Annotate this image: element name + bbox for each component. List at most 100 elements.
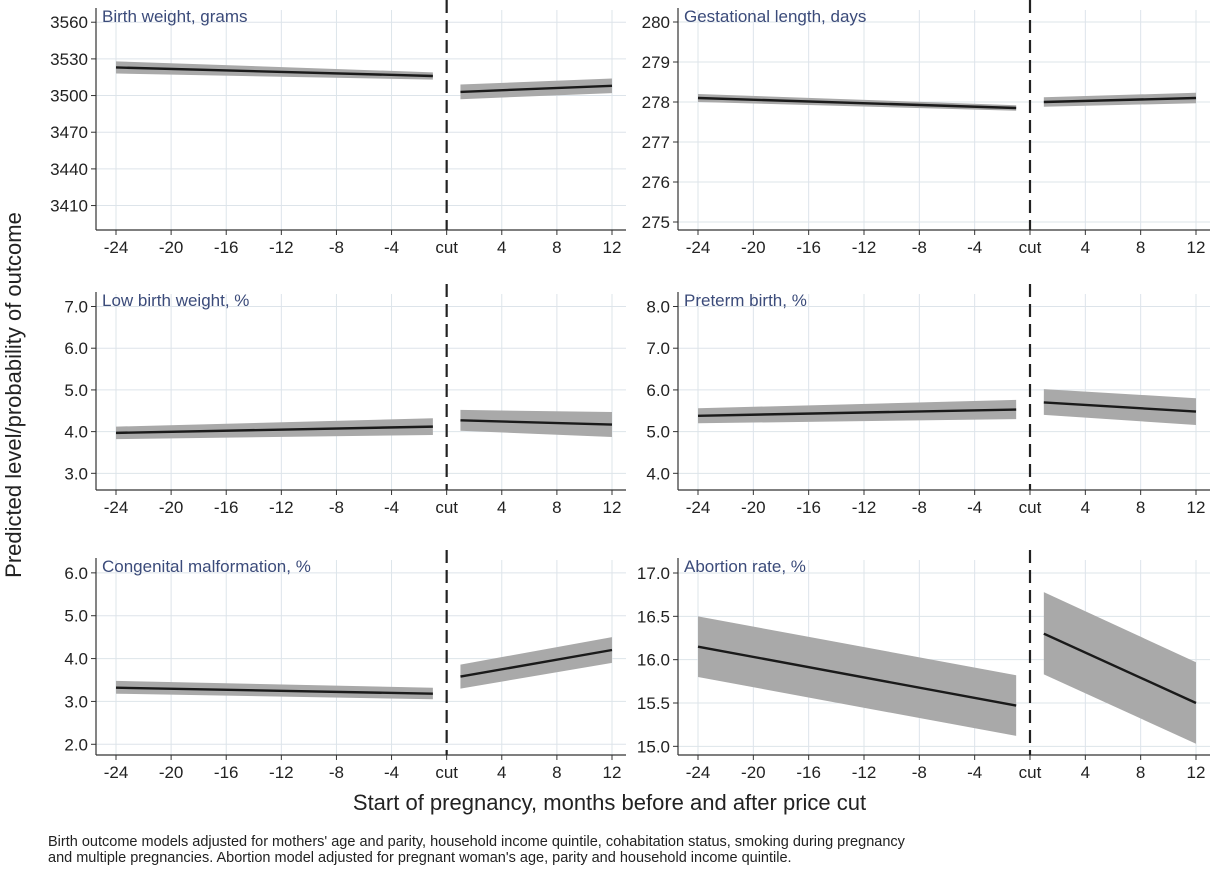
panel-title: Gestational length, days	[684, 7, 866, 26]
y-tick-label: 3440	[50, 160, 88, 179]
y-tick-label: 7.0	[646, 339, 670, 358]
x-tick-label: 12	[1187, 238, 1206, 257]
x-tick-label: -8	[329, 498, 344, 517]
x-tick-label: -8	[912, 238, 927, 257]
x-tick-label: -4	[967, 238, 982, 257]
x-tick-label: 12	[1187, 763, 1206, 782]
x-tick-label: -20	[741, 238, 766, 257]
panel-1: 3410 3440 3470 3500 3530 3560 -24 -20 -16 -12 -8 -4…	[50, 0, 626, 257]
x-tick-label: -16	[796, 498, 821, 517]
fit-line-before	[115, 66, 433, 78]
fit-line-before	[697, 645, 1017, 707]
x-tick-label: -24	[104, 498, 129, 517]
y-tick-label: 7.0	[64, 298, 88, 317]
y-tick-label: 3500	[50, 87, 88, 106]
fit-line-before	[115, 425, 433, 435]
panel-2: 275 276 277 278 279 280 -24 -20 -16 -12 -8 -4 cut 4 8 1…	[642, 0, 1210, 257]
y-tick-label: 16.0	[637, 651, 670, 670]
y-tick-label: 15.0	[637, 737, 670, 756]
panel-6: 15.0 15.5 16.0 16.5 17.0 -24 -20 -16 -12 -8 -4 cut 4…	[637, 550, 1210, 782]
x-tick-label: -4	[384, 238, 399, 257]
x-tick-label: 4	[497, 238, 506, 257]
fit-line-after	[460, 648, 613, 678]
x-tick-label: 8	[1136, 238, 1145, 257]
x-tick-label: -4	[967, 763, 982, 782]
fit-line-before	[115, 686, 433, 695]
x-tick-label: 12	[603, 238, 622, 257]
y-tick-label: 15.5	[637, 694, 670, 713]
panel-title: Preterm birth, %	[684, 291, 807, 310]
x-tick-label: -24	[104, 238, 129, 257]
x-tick-label: -20	[159, 238, 184, 257]
y-tick-label: 279	[642, 53, 670, 72]
y-tick-label: 5.0	[64, 381, 88, 400]
x-tick-label: 8	[1136, 763, 1145, 782]
x-tick-label: -24	[686, 763, 711, 782]
x-tick-label: cut	[435, 498, 458, 517]
x-tick-label: -24	[686, 498, 711, 517]
x-tick-label: -20	[741, 498, 766, 517]
y-tick-label: 4.0	[646, 464, 670, 483]
fit-line-after	[1043, 96, 1197, 104]
y-tick-label: 3470	[50, 123, 88, 142]
y-tick-label: 5.0	[646, 423, 670, 442]
panel-title: Abortion rate, %	[684, 557, 806, 576]
y-tick-label: 3.0	[64, 464, 88, 483]
x-tick-label: cut	[1019, 498, 1042, 517]
x-tick-label: 8	[552, 238, 561, 257]
x-tick-label: -4	[967, 498, 982, 517]
x-tick-label: 4	[1081, 498, 1090, 517]
x-tick-label: -12	[269, 498, 294, 517]
y-tick-label: 3.0	[64, 692, 88, 711]
x-tick-label: cut	[435, 763, 458, 782]
x-tick-label: -20	[159, 763, 184, 782]
y-tick-label: 5.0	[64, 607, 88, 626]
y-tick-label: 6.0	[64, 564, 88, 583]
x-tick-label: 8	[1136, 498, 1145, 517]
x-tick-label: -12	[852, 763, 877, 782]
confidence-band-before	[116, 61, 433, 80]
x-tick-label: 4	[497, 763, 506, 782]
x-tick-label: cut	[1019, 238, 1042, 257]
x-tick-label: -16	[214, 763, 239, 782]
x-tick-label: -16	[796, 763, 821, 782]
y-tick-label: 8.0	[646, 298, 670, 317]
x-tick-label: -20	[741, 763, 766, 782]
x-tick-label: -12	[269, 763, 294, 782]
x-tick-label: 4	[1081, 238, 1090, 257]
x-tick-label: -12	[852, 238, 877, 257]
panel-3: 3.0 4.0 5.0 6.0 7.0 -24 -20 -16 -12 -8 -4 cut 4 8 12 Lo…	[64, 284, 626, 517]
x-axis-label: Start of pregnancy, months before and af…	[352, 790, 867, 815]
x-tick-label: cut	[435, 238, 458, 257]
y-tick-label: 3560	[50, 13, 88, 32]
x-tick-label: -8	[329, 238, 344, 257]
fit-line-after	[460, 84, 613, 94]
y-tick-label: 17.0	[637, 564, 670, 583]
y-axis-label-text: Predicted level/probability of outcome	[1, 212, 26, 578]
panel-title: Low birth weight, %	[102, 291, 249, 310]
x-tick-label: -24	[686, 238, 711, 257]
y-tick-label: 4.0	[64, 423, 88, 442]
x-tick-label: -16	[214, 238, 239, 257]
y-tick-label: 6.0	[646, 381, 670, 400]
panel-4: 4.0 5.0 6.0 7.0 8.0 -24 -20 -16 -12 -8 -4 cut 4 8 12 Pr…	[646, 284, 1210, 517]
y-tick-label: 275	[642, 213, 670, 232]
figure-canvas: 3410 3440 3470 3500 3530 3560 -24 -20 -16 -12 -8 -4…	[50, 0, 1210, 782]
x-tick-label: 12	[603, 763, 622, 782]
footnote-line-1: Birth outcome models adjusted for mother…	[48, 834, 905, 850]
fit-line-after	[460, 419, 613, 426]
y-tick-label: 4.0	[64, 650, 88, 669]
x-tick-label: -8	[912, 763, 927, 782]
x-tick-label: 4	[497, 498, 506, 517]
fit-line-after	[1043, 632, 1197, 705]
x-tick-label: -8	[329, 763, 344, 782]
y-tick-label: 278	[642, 93, 670, 112]
x-tick-label: -8	[912, 498, 927, 517]
panel-title: Congenital malformation, %	[102, 557, 311, 576]
x-tick-label: 8	[552, 498, 561, 517]
x-tick-label: 12	[603, 498, 622, 517]
y-tick-label: 277	[642, 133, 670, 152]
y-tick-label: 280	[642, 13, 670, 32]
x-tick-label: -24	[104, 763, 129, 782]
fit-line-before	[697, 96, 1017, 110]
